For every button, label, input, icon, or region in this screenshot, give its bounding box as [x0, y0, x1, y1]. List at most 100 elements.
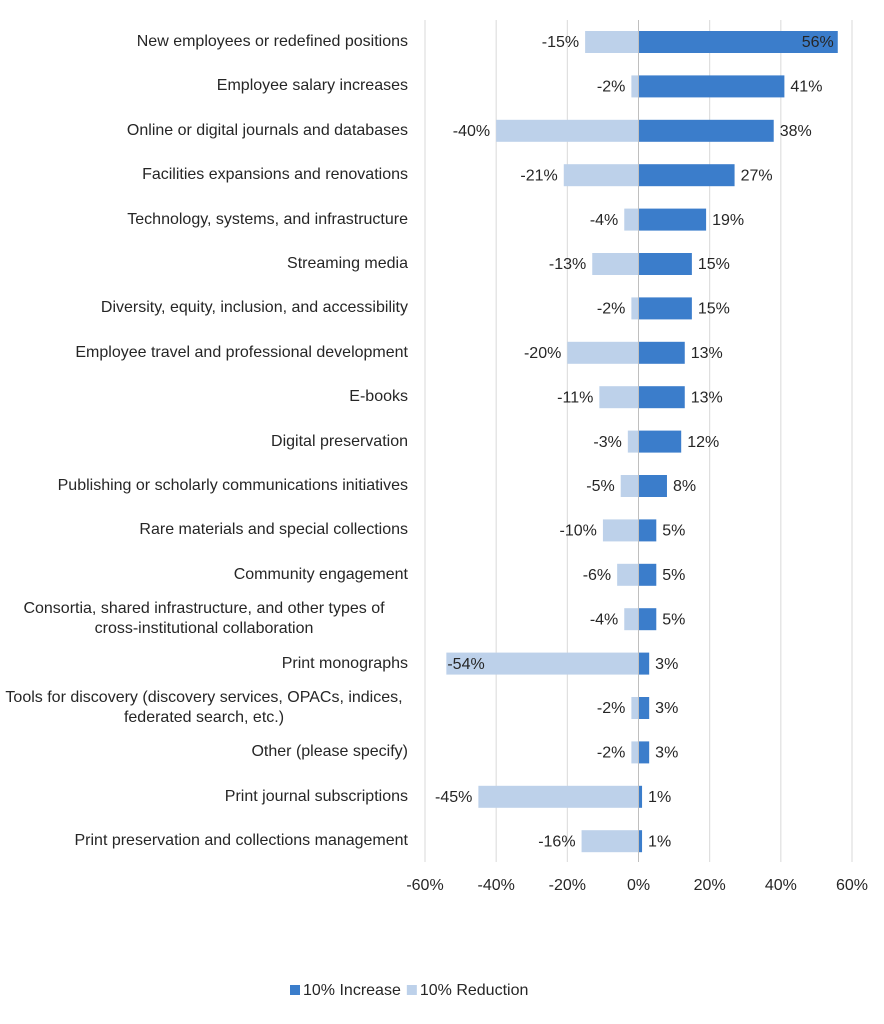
bar [631, 297, 639, 320]
category-label-box: Print journal subscriptions [0, 775, 408, 819]
category-label-box: Other (please specify) [0, 730, 408, 774]
data-label: 1% [648, 789, 671, 806]
category-label-box: Streaming media [0, 242, 408, 286]
y-tick-label: Technology, systems, and infrastructure [127, 210, 408, 228]
bar [563, 164, 639, 187]
x-tick-label: -20% [549, 877, 586, 894]
bar [496, 119, 639, 142]
data-label: -3% [593, 434, 621, 451]
category-label-box: Employee travel and professional develop… [0, 331, 408, 375]
y-tick-label: Streaming media [287, 255, 408, 272]
category-label-box: Print preservation and collections manag… [0, 819, 408, 863]
data-label: -2% [597, 745, 625, 762]
bar [446, 652, 639, 675]
category-label-box: Publishing or scholarly communications i… [0, 464, 408, 508]
category-label-box: Online or digital journals and databases [0, 109, 408, 153]
data-label: 5% [662, 523, 685, 540]
bar [599, 386, 639, 409]
category-label-box: New employees or redefined positions [0, 20, 408, 64]
x-tick-label: 20% [694, 877, 726, 894]
bar [638, 741, 650, 764]
bar [620, 475, 639, 497]
bar [478, 785, 639, 808]
x-tick-label: -60% [406, 877, 443, 894]
category-label-box: Print monographs [0, 642, 408, 686]
category-label-box: Diversity, equity, inclusion, and access… [0, 286, 408, 330]
legend-label: 10% Reduction [420, 982, 529, 999]
data-label: -6% [583, 567, 611, 584]
category-label-box: Rare materials and special collections [0, 508, 408, 552]
category-label-box: Facilities expansions and renovations [0, 153, 408, 197]
y-tick-label: E-books [349, 388, 408, 406]
bar [638, 430, 682, 453]
bar [638, 608, 657, 631]
bar [638, 119, 774, 142]
category-label-box: Digital preservation [0, 420, 408, 464]
data-label: 27% [741, 167, 773, 184]
bar [581, 830, 639, 853]
data-label: 12% [687, 434, 719, 451]
category-label-box: Technology, systems, and infrastructure [0, 198, 408, 242]
bar [638, 208, 707, 231]
y-tick-label: Employee travel and professional develop… [75, 343, 408, 361]
y-tick-label: Print monographs [281, 654, 408, 672]
data-label: 3% [655, 656, 678, 673]
data-label: -4% [590, 212, 618, 229]
data-label: 5% [662, 567, 685, 584]
bar [638, 830, 643, 853]
x-tick-label: -40% [477, 877, 514, 894]
bar [638, 785, 643, 808]
y-tick-label: Print journal subscriptions [224, 787, 408, 805]
y-tick-label: Facilities expansions and renovations [142, 166, 408, 184]
data-label: -20% [524, 345, 561, 362]
y-tick-label: Community engagement [233, 565, 408, 583]
data-label: -11% [557, 389, 593, 406]
x-tick-label: 0% [627, 877, 650, 894]
data-label: -16% [538, 833, 575, 850]
data-label: 1% [648, 833, 671, 850]
bar [638, 75, 785, 98]
bar [631, 75, 639, 98]
x-tick-label: 60% [836, 877, 868, 894]
data-label: 13% [691, 389, 723, 406]
bar [585, 31, 639, 53]
data-label: -2% [597, 700, 625, 717]
y-tick-label: Digital preservation [271, 432, 408, 450]
data-label: 56% [802, 34, 834, 51]
data-label: 3% [655, 745, 678, 762]
data-label: 3% [655, 700, 678, 717]
data-label: -21% [520, 167, 557, 184]
data-label: 8% [673, 478, 696, 495]
bar [624, 608, 639, 631]
y-tick-label: Publishing or scholarly communications i… [57, 477, 408, 494]
bar [638, 253, 692, 275]
data-label: -54% [447, 656, 484, 673]
data-label: -10% [560, 523, 597, 540]
y-tick-label: Print preservation and collections manag… [74, 832, 408, 850]
bar [638, 652, 650, 675]
y-tick-label: Rare materials and special collections [139, 521, 408, 539]
y-tick-label: Employee salary increases [216, 77, 408, 95]
category-label-box: Consortia, shared infrastructure, and ot… [0, 597, 408, 641]
legend-label: 10% Increase [303, 982, 401, 999]
data-label: 15% [698, 256, 730, 273]
bar [638, 386, 685, 409]
data-label: 38% [780, 123, 812, 140]
bar [638, 475, 667, 497]
data-label: -2% [597, 301, 625, 318]
bar [638, 164, 735, 187]
y-tick-label: Consortia, shared infrastructure, and ot… [23, 600, 385, 638]
bar [627, 430, 639, 453]
y-tick-label: Online or digital journals and databases [126, 121, 408, 139]
data-label: -15% [542, 34, 579, 51]
bar [631, 697, 639, 719]
bar [638, 341, 685, 364]
category-label-box: Employee salary increases [0, 64, 408, 108]
y-tick-label: New employees or redefined positions [136, 33, 408, 50]
bar [617, 563, 639, 586]
data-label: 5% [662, 611, 685, 628]
bar [631, 741, 639, 764]
data-label: 41% [790, 79, 822, 96]
data-label: -40% [453, 123, 490, 140]
